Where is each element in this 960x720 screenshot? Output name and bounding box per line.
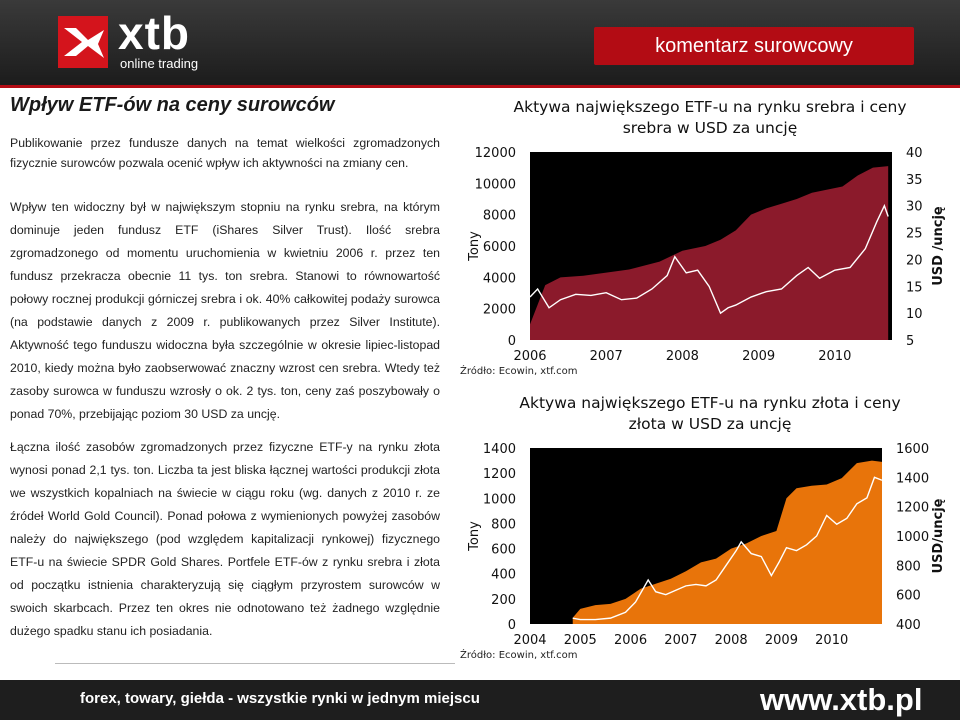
x-tick-label: 2010: [815, 633, 848, 648]
y2-tick-label: 20: [906, 253, 923, 268]
y2-tick-label: 1200: [896, 501, 929, 516]
y-tick-label: 6000: [483, 240, 516, 255]
y-tick-label: 10000: [475, 177, 516, 192]
y2-tick-label: 600: [896, 589, 921, 604]
x-tick-label: 2009: [742, 349, 775, 364]
y2-tick-label: 400: [896, 618, 921, 633]
price-line: [529, 203, 889, 315]
footer-url-link[interactable]: www.xtb.pl: [760, 682, 923, 717]
y-tick-label: 200: [491, 593, 516, 608]
y-tick-label: 1400: [483, 442, 516, 457]
y-tick-label: 12000: [475, 146, 516, 161]
y-tick-label: 1000: [483, 492, 516, 507]
y2-axis-label: USD /uncję: [931, 206, 946, 286]
y2-tick-label: 5: [906, 334, 914, 349]
y2-tick-label: 1000: [896, 530, 929, 545]
holdings-area: [572, 460, 882, 624]
x-tick-label: 2006: [614, 633, 647, 648]
y2-tick-label: 40: [906, 146, 923, 161]
y2-tick-label: 1400: [896, 471, 929, 486]
chart-title-line: Aktywa największego ETF-u na rynku srebr…: [513, 98, 906, 116]
x-tick-label: 2008: [666, 349, 699, 364]
y2-tick-label: 35: [906, 173, 923, 188]
y-tick-label: 1200: [483, 467, 516, 482]
y-tick-label: 4000: [483, 271, 516, 286]
y2-axis-label: USD/uncję: [931, 498, 946, 573]
y-tick-label: 400: [491, 568, 516, 583]
x-tick-label: 2005: [564, 633, 597, 648]
footer-rule: [55, 663, 455, 664]
chart-source: Źródło: Ecowin, xtf.com: [460, 648, 577, 661]
y2-tick-label: 10: [906, 307, 923, 322]
footer-slogan: forex, towary, giełda - wszystkie rynki …: [80, 690, 480, 707]
gold-etf-chart: Aktywa największego ETF-u na rynku złota…: [460, 394, 946, 661]
x-tick-label: 2007: [664, 633, 697, 648]
chart-title-line: srebra w USD za uncję: [623, 119, 798, 137]
x-tick-label: 2006: [513, 349, 546, 364]
y-tick-label: 2000: [483, 303, 516, 318]
paragraph-gold: Łączna ilość zasobów zgromadzonych przez…: [10, 440, 440, 638]
xtb-x-icon: [64, 28, 104, 58]
holdings-area: [530, 166, 889, 340]
y-axis-label: Tony: [467, 521, 482, 552]
y2-tick-label: 25: [906, 227, 923, 242]
y-axis-label: Tony: [467, 231, 482, 262]
footer: [0, 680, 960, 720]
y2-tick-label: 15: [906, 280, 923, 295]
silver-etf-chart: Aktywa największego ETF-u na rynku srebr…: [460, 98, 946, 377]
x-tick-label: 2009: [765, 633, 798, 648]
price-line: [572, 476, 883, 621]
chart-title-line: Aktywa największego ETF-u na rynku złota…: [519, 394, 900, 412]
x-tick-label: 2007: [590, 349, 623, 364]
logo-tagline: online trading: [120, 56, 199, 71]
y2-tick-label: 30: [906, 200, 923, 215]
y-tick-label: 0: [508, 618, 516, 633]
y-tick-label: 8000: [483, 209, 516, 224]
article-title: Wpływ ETF-ów na ceny surowców: [10, 94, 335, 116]
y-tick-label: 600: [491, 543, 516, 558]
x-tick-label: 2008: [715, 633, 748, 648]
paragraph-silver: Wpływ ten widoczny był w największym sto…: [10, 200, 440, 421]
chart-title-line: złota w USD za uncję: [629, 415, 792, 433]
header-divider: [0, 85, 960, 88]
banner-title: komentarz surowcowy: [655, 35, 853, 57]
logo-wordmark[interactable]: xtb: [118, 7, 190, 59]
section-banner: komentarz surowcowy: [594, 27, 914, 65]
paragraph-intro: Publikowanie przez fundusze danych na te…: [10, 136, 440, 170]
y-tick-label: 0: [508, 334, 516, 349]
y2-tick-label: 800: [896, 559, 921, 574]
x-tick-label: 2010: [818, 349, 851, 364]
y2-tick-label: 1600: [896, 442, 929, 457]
chart-source: Źródło: Ecowin, xtf.com: [460, 364, 577, 377]
y-tick-label: 800: [491, 517, 516, 532]
x-tick-label: 2004: [513, 633, 546, 648]
